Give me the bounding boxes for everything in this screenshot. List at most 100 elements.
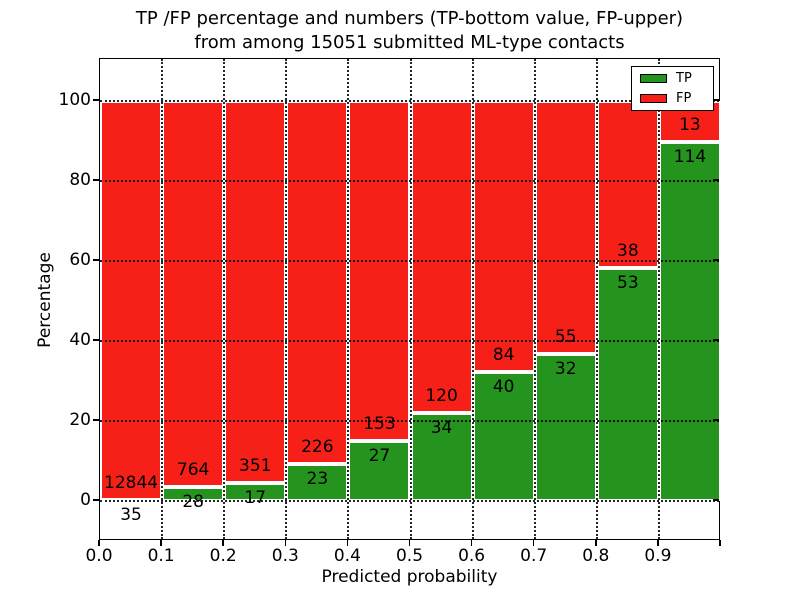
gridline-vertical	[161, 59, 164, 539]
y-axis-tick	[93, 259, 99, 261]
bar-segment-tp	[534, 353, 597, 501]
bar-count-label-fp: 55	[554, 326, 577, 347]
y-axis-tick-right	[713, 499, 719, 501]
bar-segment-fp	[410, 101, 473, 413]
y-axis-tick-right	[713, 99, 719, 101]
bar-segment-fp	[596, 101, 659, 269]
y-axis-tick-right	[713, 339, 719, 341]
legend: TP FP	[631, 66, 714, 111]
y-tick-label: 100	[58, 90, 91, 110]
gridline-vertical	[347, 59, 350, 539]
bar-segment-tp	[348, 441, 411, 501]
bar-count-label-tp: 35	[120, 504, 142, 525]
x-axis-tick	[346, 540, 349, 546]
chart-title: TP /FP percentage and numbers (TP-bottom…	[99, 7, 720, 55]
legend-entry-fp: FP	[640, 92, 706, 105]
gridline-vertical	[533, 59, 536, 539]
x-tick-label: 0.0	[85, 546, 113, 566]
x-tick-label: 0.2	[209, 546, 237, 566]
y-axis-tick-right	[713, 419, 719, 421]
gridline-horizontal	[100, 500, 719, 502]
x-tick-label: 0.9	[644, 546, 672, 566]
y-axis-tick-right	[713, 179, 719, 181]
x-tick-label: 0.6	[458, 546, 486, 566]
x-axis-tick	[532, 540, 535, 546]
y-axis-tick-right	[713, 259, 719, 261]
legend-entry-tp: TP	[640, 72, 706, 85]
x-tick-label: 0.3	[271, 546, 299, 566]
bar-count-label-fp: 12844	[104, 472, 159, 493]
x-tick-label: 0.7	[520, 546, 548, 566]
x-axis-tick	[98, 540, 100, 546]
chart-title-line2: from among 15051 submitted ML-type conta…	[194, 32, 625, 53]
y-tick-label: 40	[69, 330, 91, 350]
bar-segment-fp	[224, 101, 287, 483]
x-tick-label: 0.1	[147, 546, 175, 566]
bar-segment-tp	[658, 141, 721, 501]
bar-segment-tp	[224, 482, 287, 501]
bar-count-label-fp: 764	[176, 459, 210, 480]
bar-count-label-fp: 84	[492, 344, 515, 365]
x-axis-tick	[284, 540, 287, 546]
bar-count-label-fp: 226	[301, 437, 334, 458]
x-axis-tick	[657, 540, 659, 546]
x-axis-tick	[408, 540, 411, 546]
legend-label-fp: FP	[676, 91, 692, 106]
gridline-vertical	[657, 59, 660, 539]
y-axis-tick	[93, 179, 99, 181]
y-axis-tick	[93, 499, 99, 501]
bar-segment-tp	[162, 486, 225, 501]
legend-label-tp: TP	[676, 71, 692, 86]
bar-count-label-tp: 17	[244, 487, 267, 508]
x-tick-label: 0.4	[333, 546, 361, 566]
plot-area: 12844 35 764 28 351 17 226 23 153 27 120 34 84 40 55 32…	[99, 58, 721, 540]
y-tick-label: 60	[69, 250, 91, 270]
gridline-vertical	[409, 59, 412, 539]
x-tick-label: 0.5	[395, 546, 424, 566]
gridline-vertical	[223, 59, 226, 539]
bar-count-label-fp: 351	[239, 455, 272, 476]
legend-swatch-tp-icon	[640, 74, 667, 83]
bar-segment-fp	[472, 101, 535, 372]
bar-segment-tp	[472, 371, 535, 501]
y-tick-label: 80	[69, 170, 91, 190]
x-axis-tick	[160, 540, 162, 546]
chart-title-line1: TP /FP percentage and numbers (TP-bottom…	[135, 8, 684, 29]
gridline-vertical	[285, 59, 288, 539]
x-axis-tick	[595, 540, 597, 546]
bar-count-label-tp: 32	[554, 358, 577, 379]
bar-count-label-tp: 40	[492, 376, 515, 397]
annotations-layer: 12844 35 764 28 351 17 226 23 153 27 120 34 84 40 55 32…	[100, 59, 719, 539]
bar-count-label-tp: 53	[617, 273, 639, 294]
bar-segment-fp	[534, 101, 597, 354]
bar-count-label-tp: 34	[430, 417, 453, 438]
bar-count-label-fp: 153	[363, 414, 396, 434]
gridline-horizontal	[100, 340, 719, 342]
bar-segment-tp	[410, 412, 473, 501]
x-axis-tick	[470, 540, 473, 546]
y-axis-tick	[93, 339, 99, 341]
gridline-horizontal	[100, 180, 719, 182]
x-axis-label: Predicted probability	[321, 567, 498, 587]
y-axis-tick	[93, 99, 99, 101]
x-axis-tick	[222, 540, 224, 546]
bar-segment-fp	[100, 101, 163, 500]
bar-count-label-tp: 114	[673, 146, 707, 167]
bar-count-label-fp: 13	[679, 114, 701, 135]
y-tick-label: 20	[69, 410, 91, 430]
bar-count-label-fp: 38	[617, 241, 639, 262]
bars-layer	[100, 59, 721, 539]
legend-swatch-fp-icon	[640, 94, 667, 103]
bar-segment-fp	[286, 101, 349, 465]
y-axis-tick	[93, 419, 99, 421]
bar-segment-fp	[162, 101, 225, 487]
gridline-vertical	[595, 59, 598, 539]
bar-count-label-tp: 23	[306, 469, 329, 490]
gridline-horizontal	[100, 100, 719, 102]
bar-count-label-tp: 28	[182, 491, 204, 512]
bar-count-label-tp: 27	[368, 446, 391, 466]
x-axis-tick	[719, 540, 721, 546]
bar-count-label-fp: 120	[425, 385, 458, 406]
x-tick-label: 0.8	[582, 546, 610, 566]
bar-segment-fp	[348, 101, 411, 441]
